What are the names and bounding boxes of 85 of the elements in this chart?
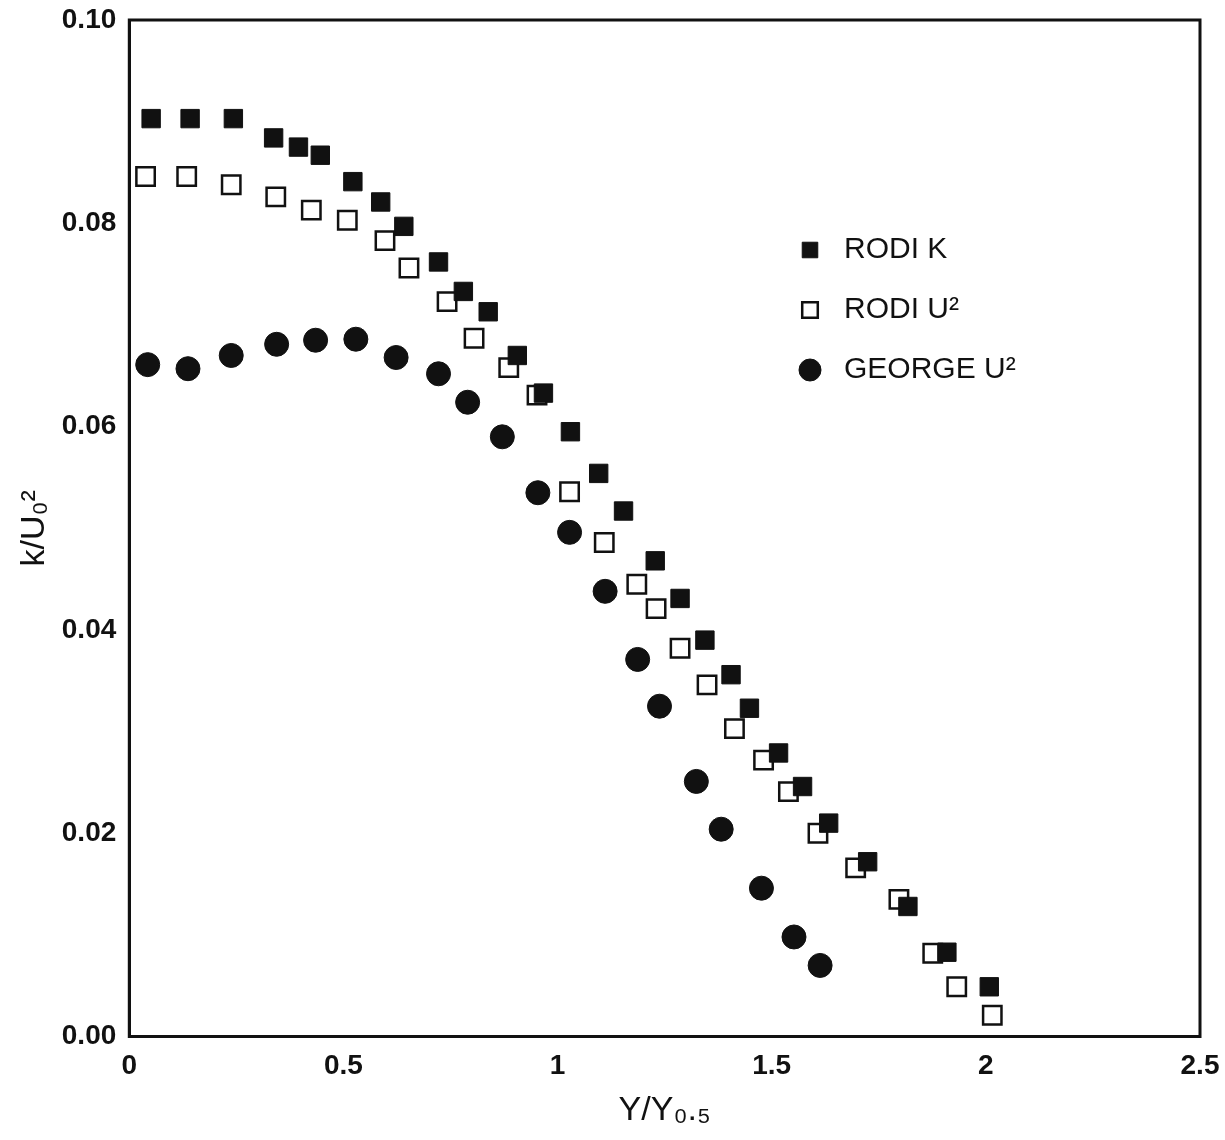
y-axis-title: k/U₀² <box>12 490 51 567</box>
point <box>263 128 284 148</box>
point <box>695 630 715 650</box>
point <box>721 665 741 685</box>
legend-label: RODI K <box>844 231 948 265</box>
legend-label: GEORGE U² <box>844 351 1016 385</box>
point <box>141 108 161 129</box>
point <box>426 361 452 387</box>
point <box>898 896 918 917</box>
point <box>383 345 409 371</box>
point <box>593 532 615 553</box>
point <box>223 108 244 129</box>
point <box>592 578 618 604</box>
point <box>303 327 329 353</box>
point <box>807 952 833 978</box>
point <box>818 813 839 833</box>
point <box>768 743 789 763</box>
point <box>557 519 583 545</box>
y-tick-label: 0.00 <box>61 1019 117 1051</box>
point <box>683 768 709 794</box>
y-tick-label: 0.04 <box>61 612 117 644</box>
point <box>625 646 651 672</box>
point <box>310 145 330 165</box>
point <box>428 252 449 272</box>
point <box>748 875 774 901</box>
point <box>613 501 634 521</box>
point <box>669 637 691 659</box>
point <box>374 230 396 252</box>
point <box>463 327 485 349</box>
point <box>507 345 528 366</box>
point <box>724 718 745 740</box>
point <box>288 137 309 157</box>
point <box>176 166 198 187</box>
point <box>525 480 551 506</box>
point <box>647 693 673 719</box>
point <box>343 326 369 352</box>
y-tick-label: 0.08 <box>61 206 117 238</box>
point <box>626 573 648 595</box>
point <box>220 174 242 196</box>
point <box>218 342 244 368</box>
point <box>981 1004 1003 1026</box>
point <box>645 598 667 620</box>
point <box>175 356 201 382</box>
x-tick-label: 1.5 <box>752 1049 792 1081</box>
point <box>857 852 878 872</box>
y-tick-label: 0.06 <box>61 409 117 441</box>
point <box>489 424 515 450</box>
x-tick-label: 2.5 <box>1180 1049 1220 1081</box>
point <box>264 331 290 357</box>
point <box>696 674 718 696</box>
point <box>455 389 481 415</box>
point <box>343 171 363 192</box>
point <box>979 977 999 997</box>
point <box>394 216 414 237</box>
point <box>300 199 322 221</box>
point <box>453 281 474 302</box>
point <box>336 209 358 231</box>
point <box>135 352 161 378</box>
point <box>559 481 581 503</box>
point <box>781 924 807 950</box>
x-tick-label: 1 <box>549 1049 566 1081</box>
x-tick-label: 0 <box>121 1049 138 1081</box>
x-tick-label: 2 <box>978 1049 994 1081</box>
point <box>533 383 554 403</box>
point <box>645 551 665 571</box>
point <box>946 976 968 998</box>
point <box>792 776 813 797</box>
x-tick-label: 0.5 <box>323 1049 363 1081</box>
point <box>670 588 690 609</box>
point <box>589 463 609 484</box>
point <box>398 257 420 279</box>
point <box>371 192 391 212</box>
legend-label: RODI U² <box>844 291 959 325</box>
point <box>180 108 200 129</box>
point <box>708 816 734 842</box>
point <box>937 942 957 962</box>
point <box>265 186 287 208</box>
point <box>135 166 157 187</box>
point <box>560 422 581 442</box>
y-tick-label: 0.02 <box>61 816 117 847</box>
point <box>739 698 760 718</box>
x-axis-title: Y/Y₀.₅ <box>618 1088 711 1127</box>
y-tick-label: 0.10 <box>61 2 117 34</box>
point <box>478 302 498 322</box>
point <box>436 291 458 313</box>
